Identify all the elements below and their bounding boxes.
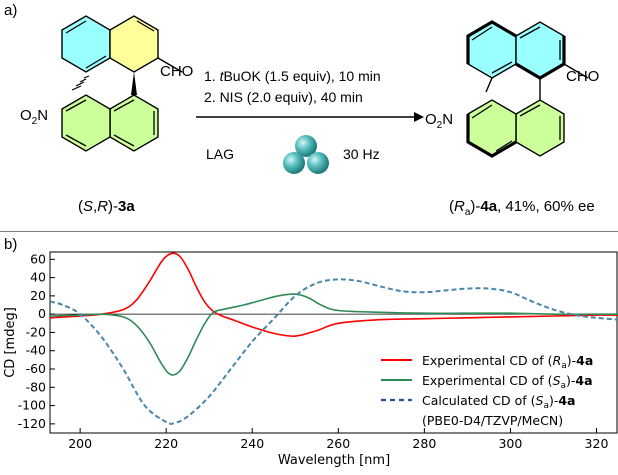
y-tick-label: 0	[38, 306, 46, 321]
plot-border	[49, 251, 618, 434]
x-tick-label: 260	[326, 436, 350, 451]
reactant-compound-name: (S,R)-3a	[78, 198, 135, 215]
x-tick-label: 220	[154, 436, 178, 451]
legend-entry-1: Experimental CD of (Ra)-4a	[422, 353, 593, 371]
chart-legend: Experimental CD of (Ra)-4a Experimental …	[381, 353, 593, 428]
x-tick-label: 300	[498, 436, 522, 451]
product-naphthyl-ring-1	[515, 99, 565, 157]
plot-frame	[49, 251, 618, 434]
y-axis-ticks: 60 40 20 0 -20 -40 -60 -80 -100 -120	[18, 251, 55, 431]
x-tick-label: 320	[585, 436, 609, 451]
legend-entry-3-note: (PBE0-D4/TZVP/MeCN)	[422, 413, 563, 428]
condition-lag: LAG	[206, 146, 235, 162]
panel-a-label: a)	[4, 2, 18, 19]
y-tick-label: 40	[30, 270, 46, 285]
ball-mill-icon	[283, 135, 329, 174]
y-tick-label: -60	[26, 361, 46, 376]
legend-entry-3: Calculated CD of (Sa)-4a	[422, 393, 576, 411]
condition-frequency: 30 Hz	[343, 146, 380, 162]
y-tick-label: 20	[30, 288, 46, 303]
series-line-2	[49, 293, 618, 376]
x-axis-label: Wavelength [nm]	[278, 453, 390, 468]
y-tick-label: -120	[18, 416, 46, 431]
legend-entry-2: Experimental CD of (Sa)-4a	[422, 373, 593, 391]
product-structure	[466, 20, 589, 158]
y-tick-label: -40	[26, 343, 46, 358]
panel-b-label: b)	[4, 236, 18, 253]
series-line-1	[49, 252, 618, 337]
condition-step-2: 2. NIS (2.0 equiv), 40 min	[204, 89, 363, 105]
y-axis-label: CD [mdeg]	[3, 307, 18, 378]
reactant-naphthyl-ring-1	[109, 94, 159, 152]
series-lines	[49, 252, 618, 425]
y-tick-label: 60	[30, 251, 46, 266]
x-tick-label: 280	[412, 436, 436, 451]
reactant-nitro-label: O2N	[20, 107, 49, 127]
product-aldehyde-label: CHO	[566, 68, 600, 85]
condition-step-1: 1. tBuOK (1.5 equiv), 10 min	[204, 68, 381, 84]
reaction-scheme-drawing	[0, 15, 618, 232]
product-nitro-label: O2N	[425, 111, 454, 131]
reactant-benzo-ring	[61, 15, 111, 73]
x-axis-ticks: 200 220 240 260 280 300 320	[68, 428, 608, 451]
reactant-structure	[61, 15, 183, 152]
y-tick-label: -80	[26, 379, 46, 394]
y-tick-label: -100	[18, 398, 46, 413]
y-tick-label: -20	[26, 324, 46, 339]
x-tick-label: 240	[240, 436, 264, 451]
x-tick-label: 200	[68, 436, 92, 451]
reactant-naphthyl-ring-2	[61, 94, 111, 152]
series-line-3	[49, 278, 618, 425]
reactant-aldehyde-label: CHO	[160, 63, 194, 80]
product-compound-name: (Ra)-4a, 41%, 60% ee	[449, 198, 595, 218]
